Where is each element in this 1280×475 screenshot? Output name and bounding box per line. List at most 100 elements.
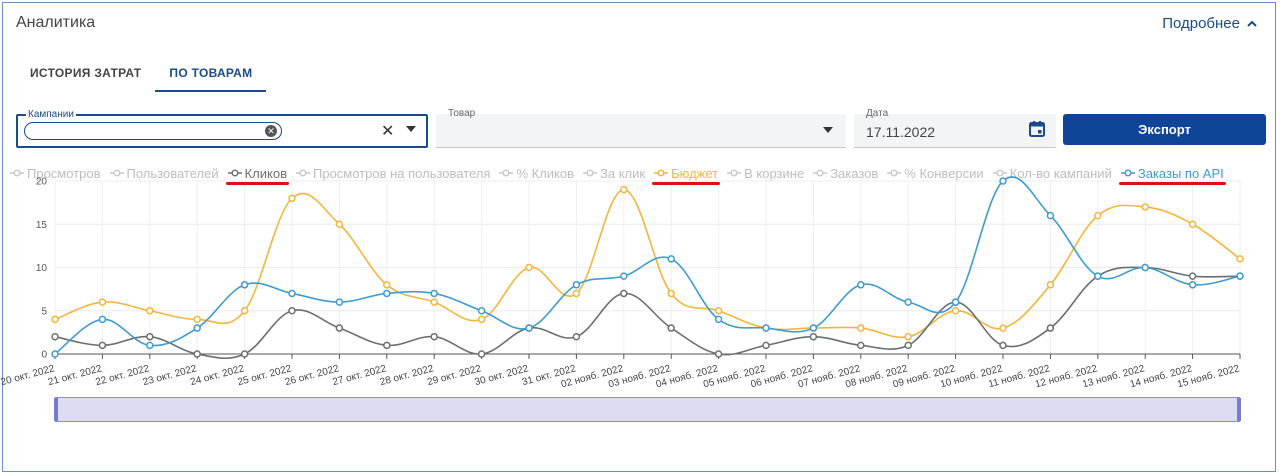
data-point	[714, 350, 723, 358]
data-point	[714, 307, 723, 315]
date-value: 17.11.2022	[866, 124, 936, 140]
calendar-icon[interactable]	[1028, 120, 1046, 138]
legend-marker-icon	[654, 169, 669, 177]
date-field[interactable]: Дата 17.11.2022	[854, 108, 1056, 148]
data-point	[951, 298, 960, 306]
data-point	[51, 350, 59, 358]
tab-by-goods[interactable]: ПО ТОВАРАМ	[155, 56, 267, 92]
legend-marker-icon	[499, 169, 514, 177]
data-point	[809, 324, 818, 332]
x-tick-label: 22 окт. 2022	[94, 363, 151, 388]
legend-marker-icon	[583, 169, 598, 177]
data-point	[146, 332, 154, 341]
chevron-up-icon	[1247, 20, 1257, 27]
data-point	[857, 324, 865, 332]
legend-label: Просмотров на пользователя	[313, 165, 491, 181]
data-point	[430, 289, 438, 298]
legend-item[interactable]: Пользователей	[109, 164, 219, 182]
more-toggle[interactable]: Подробнее	[1162, 15, 1258, 32]
range-handle-right[interactable]	[1237, 398, 1241, 421]
legend-item[interactable]: Кликов	[227, 164, 287, 182]
x-tick-label: 24 окт. 2022	[189, 363, 246, 388]
data-point	[620, 272, 628, 280]
chip-remove-icon[interactable]: ✕	[265, 125, 277, 137]
legend-item[interactable]: Заказы по API	[1120, 164, 1224, 182]
clear-icon[interactable]: ✕	[381, 123, 395, 140]
campaigns-select[interactable]: Кампании ✕ ✕	[16, 109, 428, 148]
data-point	[857, 281, 865, 289]
data-point	[620, 185, 628, 194]
data-point	[904, 298, 912, 306]
legend-marker-icon	[10, 169, 24, 177]
data-point	[430, 332, 438, 341]
data-point	[1141, 263, 1149, 272]
data-point	[193, 350, 201, 358]
data-point	[809, 332, 818, 341]
data-point	[51, 315, 59, 324]
legend-highlight-underline	[225, 182, 289, 185]
data-point	[525, 324, 533, 332]
data-point	[477, 350, 486, 358]
data-point	[477, 315, 486, 324]
legend-item[interactable]: Кол-во кампаний	[992, 164, 1112, 182]
data-point	[1188, 281, 1197, 289]
data-point	[999, 324, 1007, 332]
y-tick-label: 5	[41, 306, 47, 317]
series-line	[54, 188, 1241, 339]
legend-item[interactable]: % Кликов	[499, 164, 574, 182]
dropdown-arrow-icon[interactable]	[406, 126, 416, 132]
chart-legend: Просмотров Пользователей Кликов Просмотров …	[10, 164, 1270, 182]
data-point	[572, 281, 581, 289]
series-line	[54, 176, 1241, 355]
data-point	[999, 177, 1007, 185]
legend-item[interactable]: Просмотров	[10, 164, 101, 182]
data-point	[1236, 255, 1244, 263]
data-point	[51, 332, 59, 341]
data-point	[572, 332, 581, 341]
data-point	[904, 332, 912, 341]
legend-label: Пользователей	[126, 165, 219, 181]
legend-item[interactable]: Просмотров на пользователя	[296, 164, 490, 182]
tab-spend-history[interactable]: ИСТОРИЯ ЗАТРАТ	[30, 66, 142, 80]
legend-label: В корзине	[744, 165, 805, 181]
data-point	[146, 307, 154, 315]
data-point	[951, 307, 960, 315]
data-point	[714, 315, 723, 324]
range-handle-left[interactable]	[54, 398, 58, 421]
data-point	[620, 289, 628, 298]
legend-marker-icon	[887, 169, 902, 177]
data-point	[762, 341, 770, 350]
x-tick-label: 25 окт. 2022	[237, 363, 294, 388]
y-tick-label: 0	[41, 350, 47, 361]
legend-label: Просмотров	[27, 165, 101, 181]
data-point	[98, 315, 107, 324]
legend-item[interactable]: За клик	[583, 164, 645, 182]
legend-item[interactable]: % Конверсии	[887, 164, 984, 182]
data-point	[1236, 272, 1244, 280]
legend-label: Кол-во кампаний	[1009, 165, 1112, 181]
x-tick-label: 27 окт. 2022	[331, 363, 388, 388]
legend-item[interactable]: Бюджет	[654, 164, 718, 182]
goods-select[interactable]: Товар	[436, 108, 846, 148]
x-tick-label: 23 окт. 2022	[142, 363, 199, 388]
goods-dropdown-arrow-icon[interactable]	[823, 127, 833, 133]
legend-item[interactable]: В корзине	[727, 164, 804, 182]
x-tick-label: 28 окт. 2022	[379, 363, 436, 388]
campaigns-label: Кампании	[26, 109, 76, 120]
data-point	[1046, 324, 1055, 332]
export-button[interactable]: Экспорт	[1063, 114, 1266, 145]
data-point	[477, 307, 486, 315]
x-tick-label: 20 окт. 2022	[0, 363, 56, 388]
data-point	[98, 341, 107, 350]
data-point	[904, 341, 912, 350]
range-navigator[interactable]	[54, 397, 1241, 422]
campaign-chip[interactable]: ✕	[24, 122, 282, 140]
y-tick-label: 10	[36, 263, 48, 274]
y-tick-label: 15	[36, 220, 48, 231]
legend-label: За клик	[600, 165, 646, 181]
legend-item[interactable]: Заказов	[813, 164, 878, 182]
data-point	[999, 341, 1007, 350]
more-label: Подробнее	[1162, 15, 1240, 32]
legend-label: % Кликов	[516, 165, 575, 181]
data-point	[193, 324, 201, 332]
